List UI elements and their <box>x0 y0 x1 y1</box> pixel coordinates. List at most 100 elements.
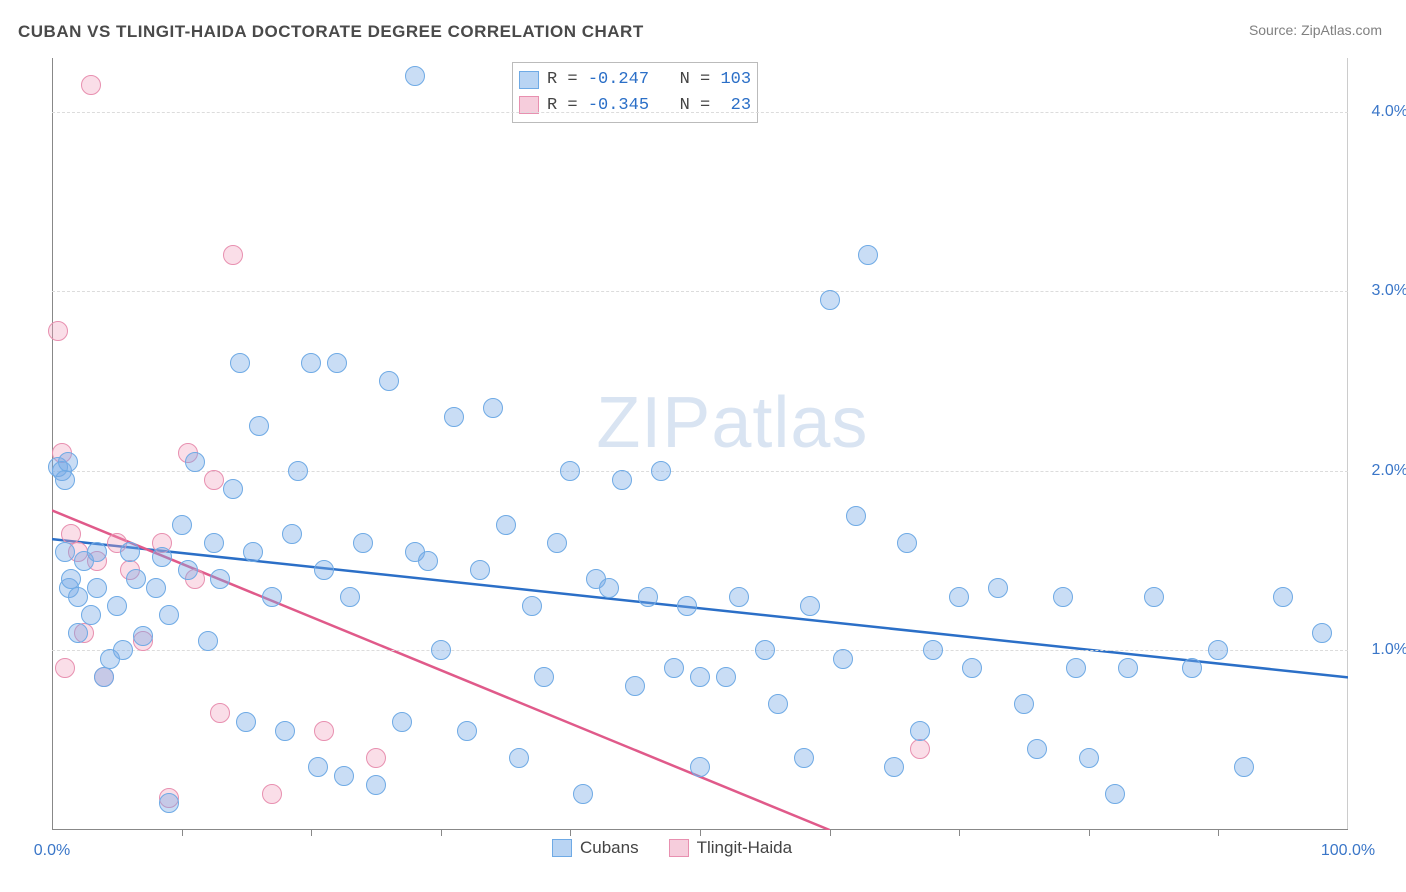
cubans-point <box>496 515 516 535</box>
cubans-point <box>509 748 529 768</box>
cubans-swatch <box>519 71 539 89</box>
cubans-point <box>334 766 354 786</box>
x-tick <box>570 830 571 836</box>
tlingit-point <box>81 75 101 95</box>
x-tick <box>311 830 312 836</box>
cubans-point <box>366 775 386 795</box>
cubans-point <box>897 533 917 553</box>
cubans-point <box>94 667 114 687</box>
tlingit-point <box>223 245 243 265</box>
tlingit-point <box>55 658 75 678</box>
cubans-point <box>638 587 658 607</box>
cubans-point <box>651 461 671 481</box>
cubans-point <box>340 587 360 607</box>
cubans-point <box>204 533 224 553</box>
cubans-point <box>664 658 684 678</box>
x-tick <box>830 830 831 836</box>
cubans-point <box>962 658 982 678</box>
cubans-point <box>159 605 179 625</box>
cubans-legend-swatch <box>552 839 572 857</box>
cubans-point <box>1312 623 1332 643</box>
chart-title: CUBAN VS TLINGIT-HAIDA DOCTORATE DEGREE … <box>18 22 644 42</box>
cubans-point <box>198 631 218 651</box>
x-tick <box>1218 830 1219 836</box>
cubans-point <box>275 721 295 741</box>
gridline <box>52 471 1348 472</box>
y-tick-label: 4.0% <box>1353 103 1406 121</box>
x-tick <box>959 830 960 836</box>
source-link[interactable]: ZipAtlas.com <box>1301 22 1382 38</box>
cubans-point <box>534 667 554 687</box>
legend-item-cubans: Cubans <box>552 838 639 858</box>
cubans-point <box>159 793 179 813</box>
cubans-point <box>308 757 328 777</box>
cubans-point <box>87 578 107 598</box>
tlingit-point <box>210 703 230 723</box>
y-tick-label: 3.0% <box>1353 282 1406 300</box>
cubans-point <box>794 748 814 768</box>
cubans-point <box>560 461 580 481</box>
y-tick-label: 2.0% <box>1353 462 1406 480</box>
gridline <box>52 650 1348 651</box>
source-prefix: Source: <box>1249 22 1301 38</box>
cubans-legend-label: Cubans <box>580 838 639 858</box>
stats-text: R = -0.345 N = 23 <box>547 93 751 119</box>
plot-area: ZIPatlas R = -0.247 N = 103R = -0.345 N … <box>52 58 1348 830</box>
cubans-point <box>1118 658 1138 678</box>
gridline <box>52 291 1348 292</box>
cubans-point <box>716 667 736 687</box>
cubans-point <box>120 542 140 562</box>
cubans-point <box>1208 640 1228 660</box>
cubans-point <box>625 676 645 696</box>
cubans-point <box>573 784 593 804</box>
cubans-point <box>152 547 172 567</box>
cubans-point <box>288 461 308 481</box>
cubans-point <box>677 596 697 616</box>
watermark-zip: ZIP <box>596 383 711 463</box>
cubans-point <box>81 605 101 625</box>
x-tick <box>441 830 442 836</box>
cubans-point <box>1079 748 1099 768</box>
x-tick-label: 0.0% <box>34 842 70 860</box>
cubans-point <box>1105 784 1125 804</box>
stats-row-cubans: R = -0.247 N = 103 <box>519 67 751 93</box>
cubans-point <box>55 542 75 562</box>
cubans-point <box>599 578 619 598</box>
cubans-point <box>379 371 399 391</box>
cubans-point <box>444 407 464 427</box>
y-tick-label: 1.0% <box>1353 641 1406 659</box>
cubans-point <box>87 542 107 562</box>
tlingit-point <box>262 784 282 804</box>
cubans-point <box>522 596 542 616</box>
x-tick-label: 100.0% <box>1321 842 1375 860</box>
tlingit-point <box>366 748 386 768</box>
cubans-point <box>1066 658 1086 678</box>
cubans-point <box>988 578 1008 598</box>
cubans-point <box>1014 694 1034 714</box>
tlingit-point <box>314 721 334 741</box>
y-axis-line <box>52 58 53 830</box>
tlingit-point <box>48 321 68 341</box>
cubans-point <box>612 470 632 490</box>
cubans-point <box>249 416 269 436</box>
watermark-atlas: atlas <box>711 383 868 463</box>
cubans-point <box>1027 739 1047 759</box>
x-tick <box>1089 830 1090 836</box>
cubans-point <box>457 721 477 741</box>
tlingit-point <box>204 470 224 490</box>
cubans-point <box>884 757 904 777</box>
cubans-point <box>126 569 146 589</box>
cubans-point <box>923 640 943 660</box>
cubans-point <box>133 626 153 646</box>
cubans-point <box>236 712 256 732</box>
tlingit-point <box>910 739 930 759</box>
cubans-point <box>146 578 166 598</box>
cubans-point <box>768 694 788 714</box>
cubans-point <box>729 587 749 607</box>
cubans-point <box>68 587 88 607</box>
cubans-point <box>1182 658 1202 678</box>
cubans-point <box>910 721 930 741</box>
cubans-point <box>858 245 878 265</box>
cubans-point <box>58 452 78 472</box>
cubans-point <box>1234 757 1254 777</box>
